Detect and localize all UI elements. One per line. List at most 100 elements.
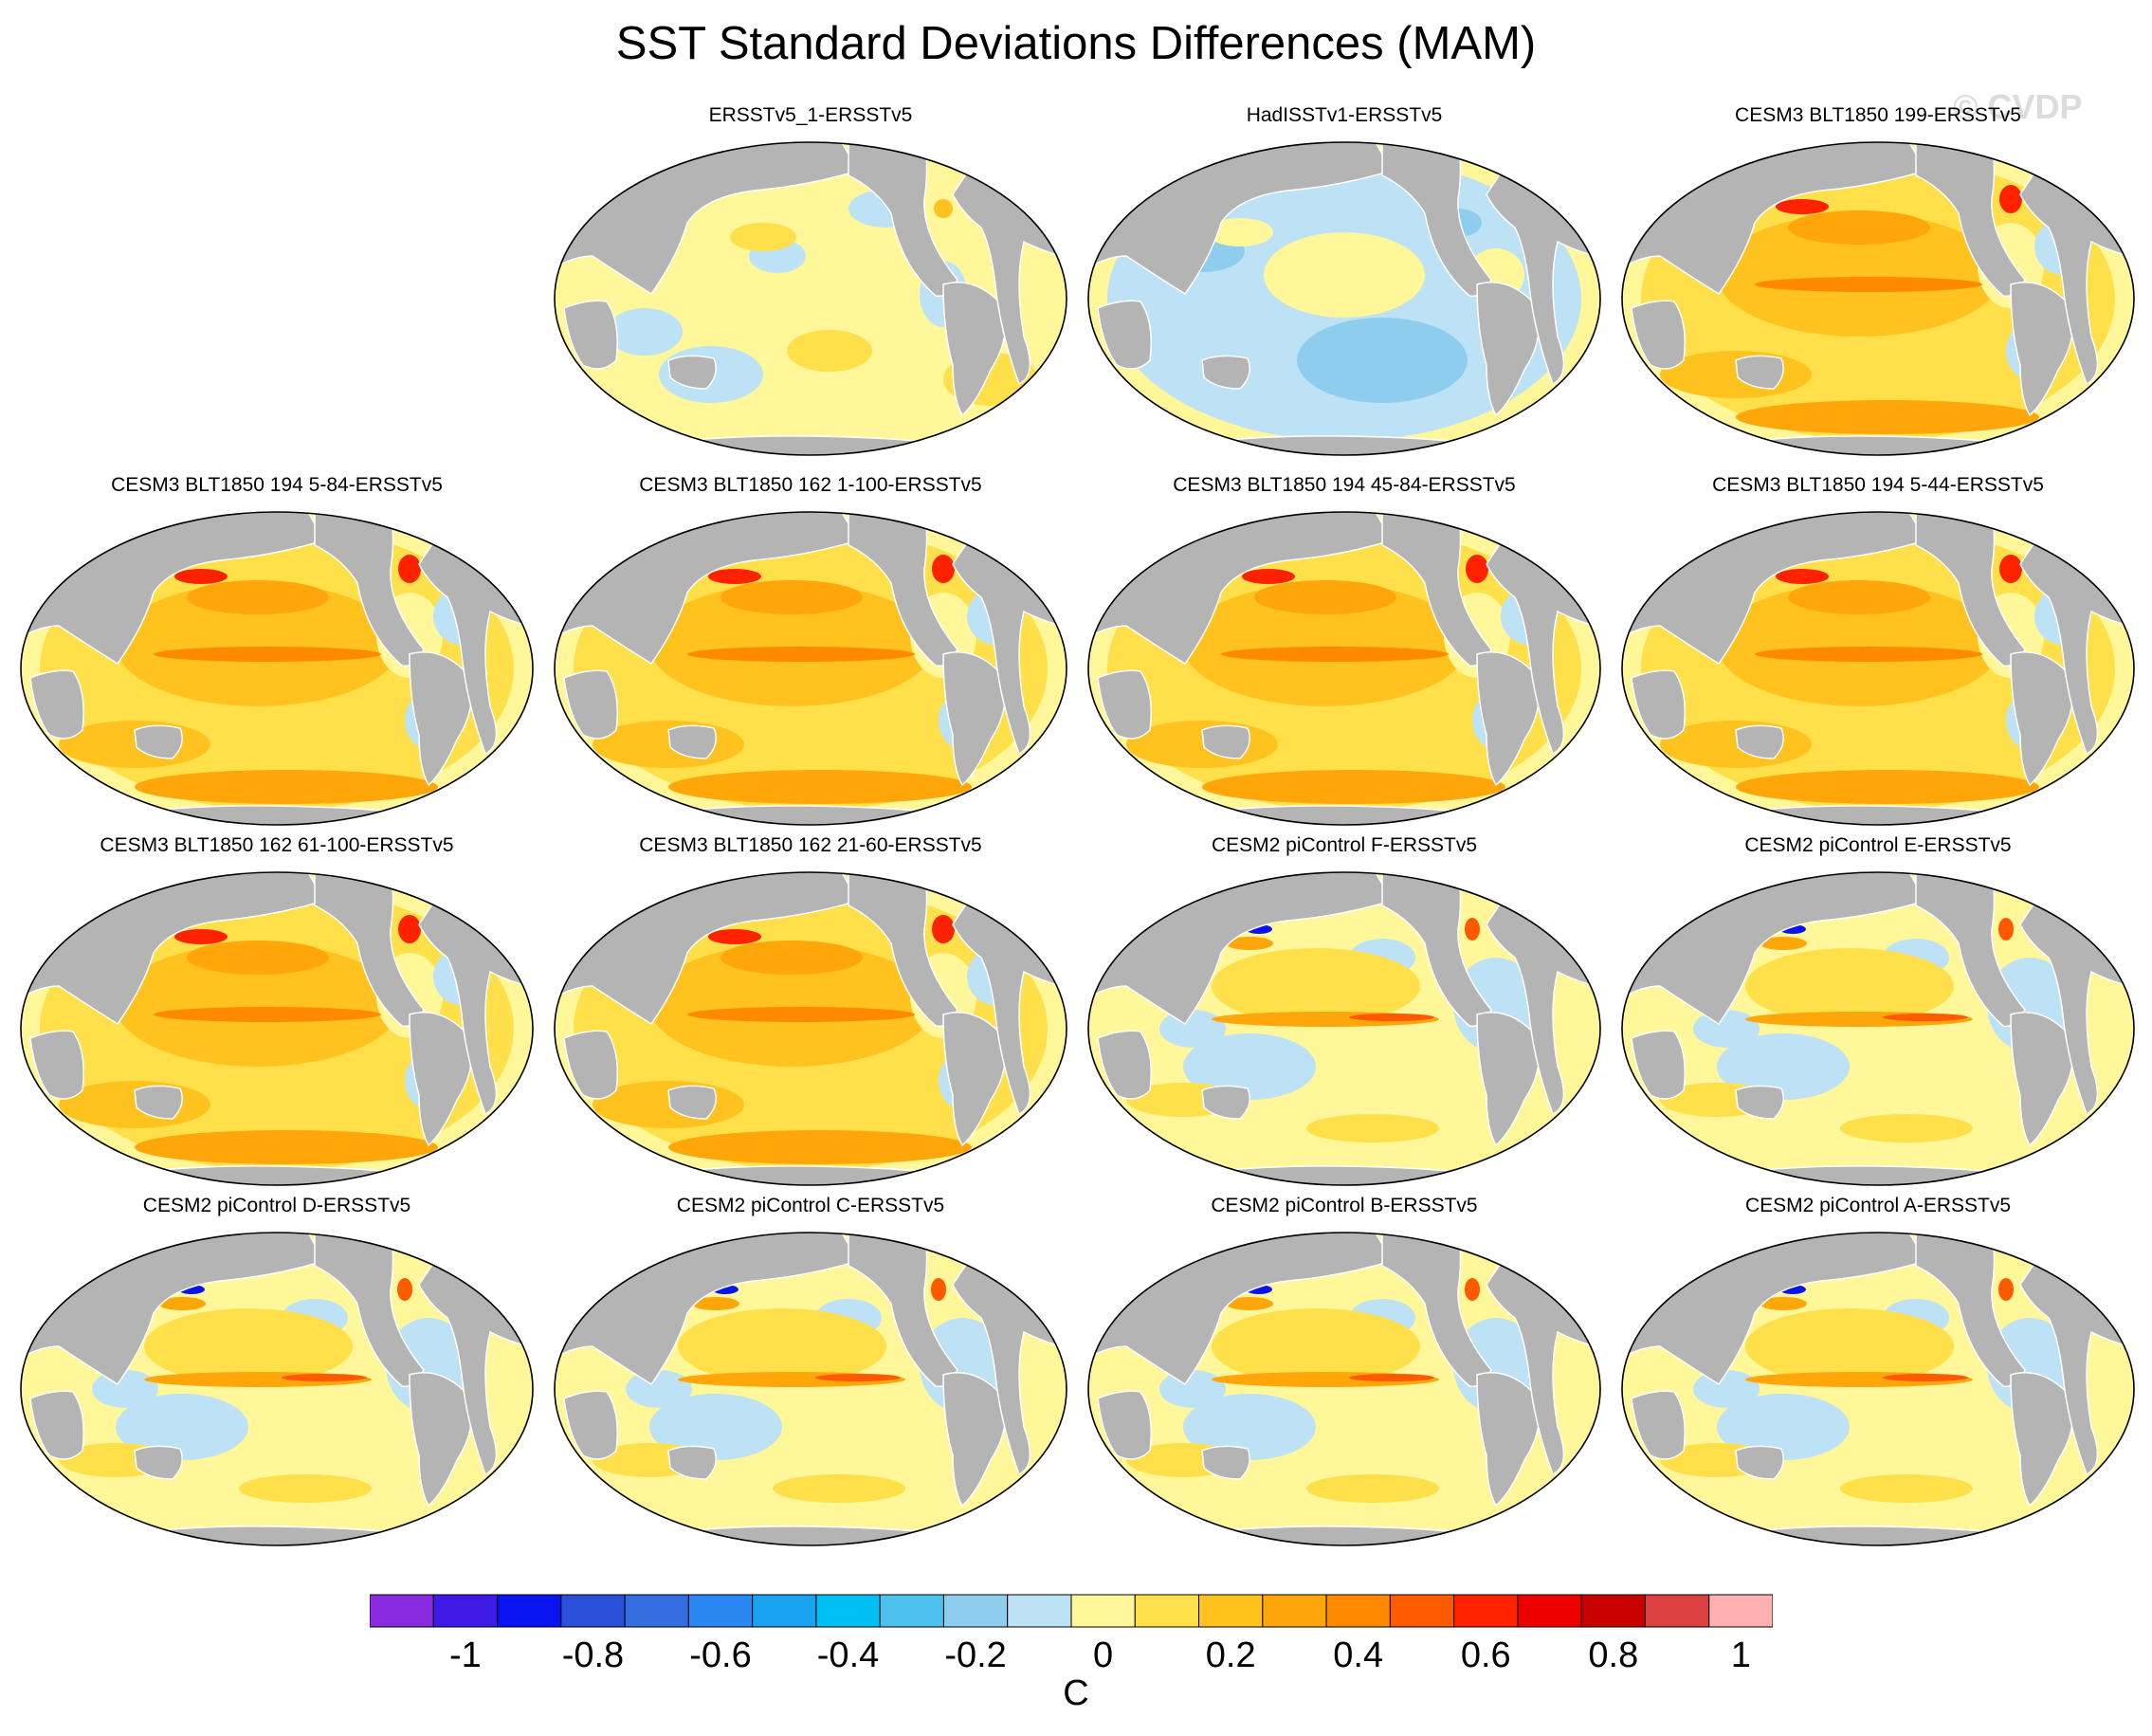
land-mass [1201, 1085, 1250, 1120]
sst-anomaly-region [1999, 185, 2022, 213]
land-mass [667, 724, 717, 759]
land-mass [1631, 300, 1686, 370]
robinson-world-map [554, 511, 1067, 826]
map-border [1621, 141, 2135, 456]
land-mass [1125, 1165, 1573, 1185]
land-mass [592, 435, 1039, 455]
colorbar-box [1007, 1594, 1072, 1628]
panel-title: ERSSTv5_1-ERSSTv5 [708, 104, 913, 126]
map-panel: CESM3 BLT1850 162 61-100-ERSSTv5 [11, 834, 542, 1195]
sst-anomaly-region [1883, 1374, 1968, 1381]
colorbar-box [1325, 1594, 1391, 1628]
colorbar-box [752, 1594, 817, 1628]
sst-anomaly-region [787, 330, 872, 372]
sst-anomaly-region [931, 1278, 946, 1301]
sst-anomaly-region [1998, 1278, 2014, 1301]
map-panel-grid: ERSSTv5_1-ERSSTv5 HadISSTv1-ERSSTv5 CESM3 … [11, 104, 2143, 1555]
map-panel: CESM2 piControl A-ERSSTv5 [1613, 1195, 2143, 1555]
land-mass [1631, 1390, 1686, 1460]
sst-anomaly-region [1466, 555, 1488, 583]
sst-anomaly-region [282, 1374, 367, 1381]
sst-anomaly-region [1736, 770, 2039, 804]
sst-anomaly-region [668, 1130, 972, 1164]
panel-title: CESM2 piControl F-ERSSTv5 [1211, 834, 1478, 856]
land-mass [1097, 300, 1152, 370]
land-mass [1631, 1030, 1686, 1100]
sst-anomaly-region [932, 555, 955, 583]
colorbar-tick: 0.6 [1460, 1635, 1511, 1675]
land-mass [1735, 724, 1784, 759]
colorbar-tick: 0.2 [1205, 1635, 1256, 1675]
map-border [20, 1232, 534, 1546]
colorbar [370, 1594, 1773, 1628]
sst-anomaly-region [678, 1308, 886, 1384]
land-mass [1631, 669, 1686, 740]
sst-anomaly-region [1306, 1474, 1439, 1503]
robinson-world-map [1087, 1232, 1601, 1546]
sst-anomaly-region [116, 943, 400, 1067]
colorbar-box [1198, 1594, 1264, 1628]
colorbar-box [370, 1594, 434, 1628]
map-border [554, 1232, 1067, 1546]
land-mass [1659, 1165, 2106, 1185]
sst-anomaly-region [1306, 1114, 1439, 1142]
panel-title: CESM2 piControl B-ERSSTv5 [1211, 1195, 1478, 1216]
robinson-world-map [20, 511, 534, 826]
sst-anomaly-region [1264, 232, 1425, 318]
sst-anomaly-region [154, 1007, 381, 1022]
robinson-world-map [1621, 511, 2135, 826]
sst-anomaly-region [1183, 583, 1468, 706]
robinson-world-map [1621, 871, 2135, 1186]
sst-anomaly-region [1465, 918, 1480, 941]
colorbar-tick: 1 [1730, 1635, 1751, 1675]
map-border [20, 511, 534, 826]
land-mass [1097, 1390, 1152, 1460]
robinson-world-map [20, 1232, 534, 1546]
robinson-world-map [554, 1232, 1067, 1546]
map-border [1621, 871, 2135, 1186]
sst-anomaly-region [720, 580, 863, 614]
colorbar-tick: -0.8 [561, 1635, 625, 1675]
sst-anomaly-region [815, 1374, 901, 1381]
sst-anomaly-region [398, 555, 421, 583]
map-border [554, 871, 1067, 1186]
panel-title: CESM3 BLT1850 162 61-100-ERSSTv5 [100, 834, 454, 856]
panel-title: CESM2 piControl D-ERSSTv5 [142, 1195, 411, 1216]
sst-anomaly-region [692, 1297, 739, 1310]
colorbar-box [1517, 1594, 1582, 1628]
colorbar-tick: -0.4 [816, 1635, 880, 1675]
sst-anomaly-region [720, 941, 863, 975]
map-panel: CESM2 piControl F-ERSSTv5 [1079, 834, 1610, 1195]
map-border [554, 141, 1067, 456]
land-mass [667, 1445, 717, 1480]
sst-anomaly-region [1717, 583, 2001, 706]
colorbar-box [1708, 1594, 1773, 1628]
sst-anomaly-region [1159, 1010, 1226, 1048]
land-mass [1201, 1445, 1250, 1480]
sst-anomaly-region [116, 1394, 248, 1460]
land-mass [563, 669, 618, 740]
sst-anomaly-region [1693, 1370, 1760, 1408]
colorbar-tick: 0.4 [1333, 1635, 1384, 1675]
robinson-world-map [554, 871, 1067, 1186]
sst-anomaly-region [1736, 400, 2039, 434]
map-panel: HadISSTv1-ERSSTv5 [1079, 104, 1610, 465]
land-mass [58, 805, 505, 825]
colorbar-tick: -1 [449, 1635, 482, 1675]
map-panel: CESM2 piControl D-ERSSTv5 [11, 1195, 542, 1555]
sst-anomaly-region [1212, 948, 1420, 1024]
map-panel: CESM3 BLT1850 199-ERSSTv5 [1613, 104, 2143, 465]
land-mass [667, 355, 717, 390]
panel-title: CESM2 piControl C-ERSSTv5 [676, 1195, 945, 1216]
land-mass [1735, 1445, 1784, 1480]
sst-anomaly-region [1226, 1297, 1273, 1310]
land-mass [667, 1085, 717, 1120]
panel-title: CESM3 BLT1850 194 5-84-ERSSTv5 [111, 474, 443, 496]
land-mass [1097, 1030, 1152, 1100]
sst-anomaly-region [1202, 770, 1505, 804]
sst-anomaly-region [1999, 555, 2022, 583]
sst-anomaly-region [1183, 1033, 1316, 1100]
map-border [1621, 1232, 2135, 1546]
sst-anomaly-region [932, 915, 955, 943]
sst-anomaly-region [1998, 918, 2014, 941]
